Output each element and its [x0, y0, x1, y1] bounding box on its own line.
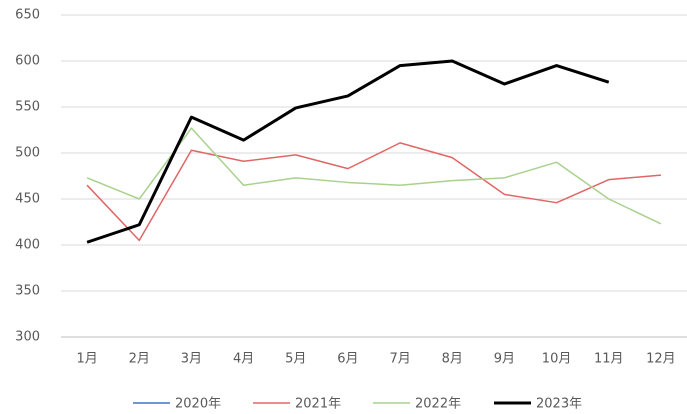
x-tick-label: 7月 — [389, 352, 410, 367]
y-tick-label: 300 — [15, 330, 40, 345]
y-tick-label: 500 — [15, 146, 40, 161]
legend-label: 2023年 — [536, 397, 582, 412]
y-tick-label: 400 — [15, 238, 40, 253]
series-line — [86, 59, 610, 244]
legend-label: 2022年 — [415, 397, 461, 412]
x-tick-label: 10月 — [542, 352, 572, 367]
series-line — [86, 127, 662, 225]
x-tick-label: 2月 — [129, 352, 150, 367]
x-tick-label: 6月 — [337, 352, 358, 367]
legend-label: 2021年 — [295, 397, 341, 412]
y-tick-label: 650 — [15, 8, 40, 23]
x-tick-label: 12月 — [646, 352, 676, 367]
x-tick-label: 3月 — [181, 352, 202, 367]
y-tick-label: 600 — [15, 54, 40, 69]
y-tick-label: 550 — [15, 100, 40, 115]
x-tick-label: 1月 — [76, 352, 97, 367]
y-tick-label: 350 — [15, 284, 40, 299]
x-tick-label: 8月 — [442, 352, 463, 367]
series-line — [86, 142, 661, 242]
y-tick-label: 450 — [15, 192, 40, 207]
x-tick-label: 4月 — [233, 352, 254, 367]
legend-label: 2020年 — [175, 397, 221, 412]
x-tick-label: 9月 — [494, 352, 515, 367]
x-tick-label: 5月 — [285, 352, 306, 367]
x-tick-label: 11月 — [594, 352, 624, 367]
